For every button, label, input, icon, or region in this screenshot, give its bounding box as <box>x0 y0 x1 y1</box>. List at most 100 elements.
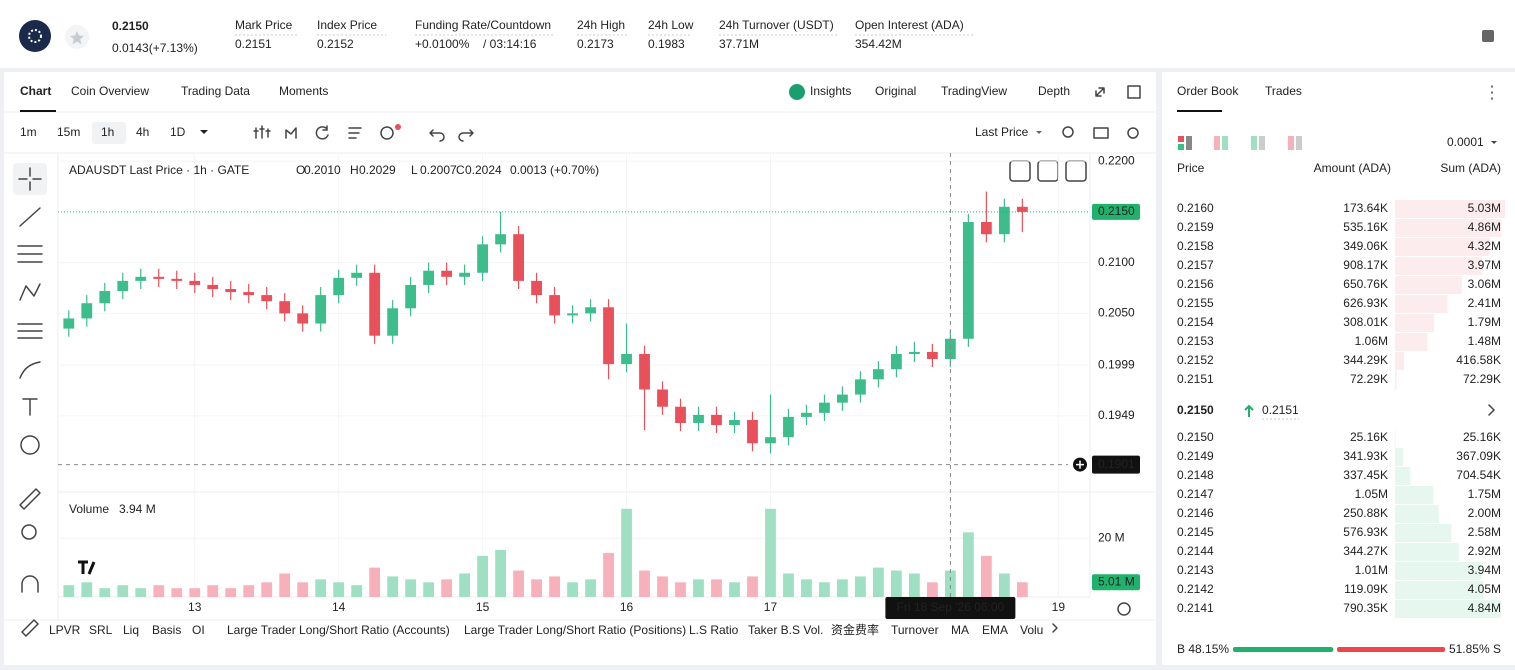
indicator[interactable]: OI <box>192 623 205 637</box>
ob-price: 0.2159 <box>1177 220 1214 234</box>
ob-price: 0.2160 <box>1177 201 1214 215</box>
interval[interactable]: 1D <box>170 125 186 139</box>
chart-tab[interactable]: Moments <box>279 84 328 98</box>
ob-price: 0.2158 <box>1177 239 1214 253</box>
icon-templates[interactable] <box>348 127 362 139</box>
chart-tab[interactable]: Trading Data <box>181 84 250 98</box>
candle-body <box>855 379 866 395</box>
ob-chevron[interactable] <box>1488 404 1495 416</box>
volume-bar <box>621 508 632 597</box>
icon-expand[interactable] <box>1095 87 1105 97</box>
indicator[interactable]: EMA <box>982 623 1008 637</box>
ob-precision[interactable]: 0.0001 <box>1447 135 1484 149</box>
candle-body <box>225 289 237 293</box>
coin-logo-mark <box>28 29 42 43</box>
header-panel <box>0 0 1515 68</box>
ob-amount: 349.06K <box>1343 239 1388 253</box>
tool-projection[interactable] <box>17 323 43 339</box>
tool-magnet[interactable] <box>21 575 39 593</box>
candle-body <box>171 278 183 281</box>
volume-bar <box>657 576 668 597</box>
tool-emoji[interactable] <box>20 435 40 455</box>
ob-buy-ratio: B 48.15% <box>1177 642 1229 656</box>
icon-replay[interactable] <box>315 125 329 140</box>
interval[interactable]: 1h <box>101 125 114 139</box>
ob-price: 0.2147 <box>1177 487 1214 501</box>
icon-settings[interactable] <box>1127 127 1139 139</box>
interval[interactable]: 1m <box>20 125 37 139</box>
icon-indicators[interactable] <box>285 127 297 139</box>
indicator-scroll[interactable] <box>1052 623 1058 633</box>
indicator[interactable]: Basis <box>152 623 181 637</box>
chart-tab[interactable]: Coin Overview <box>71 84 149 98</box>
insights-logo <box>789 84 805 100</box>
depth-bar <box>1395 581 1484 599</box>
indicator[interactable]: SRL <box>89 623 113 637</box>
indicator[interactable]: MA <box>951 623 969 637</box>
tool-crosshair[interactable] <box>18 167 42 191</box>
candle-body <box>387 308 399 336</box>
crosshair-x-tag <box>885 597 1016 619</box>
volume-bar <box>783 573 794 597</box>
ob-tab[interactable]: Trades <box>1265 84 1302 98</box>
indicator[interactable]: Turnover <box>891 623 939 637</box>
ob-view-icons[interactable] <box>1178 136 1302 150</box>
ob-icon <box>1296 136 1302 150</box>
tool-zoom[interactable] <box>21 524 37 540</box>
icon-camera[interactable] <box>1093 127 1109 139</box>
volume-bar <box>855 576 866 597</box>
indicator[interactable]: Liq <box>123 623 139 637</box>
ob-price: 0.2145 <box>1177 525 1214 539</box>
view-tab[interactable]: Insights <box>810 84 851 98</box>
indicator[interactable]: LPVR <box>49 623 81 637</box>
icon-redo[interactable] <box>458 129 474 142</box>
precision-dropdown[interactable] <box>1491 141 1497 144</box>
ob-amount: 650.76K <box>1343 277 1388 291</box>
icon-undo[interactable] <box>429 129 445 142</box>
header-icon[interactable] <box>1482 30 1494 42</box>
interval[interactable]: 4h <box>136 125 149 139</box>
volume-bar <box>459 573 471 597</box>
view-tab[interactable]: TradingView <box>941 84 1007 98</box>
indicator[interactable]: Taker B.S Vol. <box>748 623 823 637</box>
x-tick-label: 19 <box>1052 600 1066 614</box>
indicator[interactable]: L.S Ratio <box>689 623 739 637</box>
ob-amount: 908.17K <box>1343 258 1388 272</box>
view-tab[interactable]: Depth <box>1038 84 1070 98</box>
volume-bar <box>891 570 902 597</box>
interval-dropdown[interactable] <box>200 130 208 134</box>
indicator[interactable]: Volu <box>1020 623 1043 637</box>
chart-tab[interactable]: Chart <box>20 84 51 98</box>
source-dropdown[interactable] <box>1036 131 1042 134</box>
ob-tab[interactable]: Order Book <box>1177 84 1239 98</box>
tool-trendline[interactable] <box>19 207 41 227</box>
volume-bar <box>926 582 938 597</box>
tool-text[interactable] <box>22 398 38 416</box>
view-tab[interactable]: Original <box>875 84 916 98</box>
icon-search[interactable] <box>1062 126 1074 138</box>
candle-body <box>279 301 291 314</box>
legend-value: 0.2007 <box>420 163 457 177</box>
tool-fib[interactable] <box>17 245 43 263</box>
indicator[interactable]: 资金费率 <box>831 622 879 637</box>
ob-column: Price <box>1177 161 1205 175</box>
indicator[interactable]: Large Trader Long/Short Ratio (Accounts) <box>227 623 450 637</box>
depth-bar <box>1395 562 1482 580</box>
price-source[interactable]: Last Price <box>975 125 1029 139</box>
y-tick-label: 0.2200 <box>1098 153 1135 167</box>
icon-window[interactable] <box>1127 85 1141 99</box>
icon-add[interactable] <box>380 126 394 140</box>
ob-column: Sum (ADA) <box>1440 161 1501 175</box>
candle-body <box>63 318 75 329</box>
candle-body <box>657 389 668 407</box>
axis-settings[interactable] <box>1117 602 1131 616</box>
tool-pencil[interactable] <box>21 619 39 637</box>
tool-pattern[interactable] <box>19 283 41 301</box>
ob-amount: 250.88K <box>1343 506 1388 520</box>
interval[interactable]: 15m <box>57 125 80 139</box>
tool-brush[interactable] <box>19 361 41 379</box>
x-tick-label: 13 <box>188 600 202 614</box>
icon-candles[interactable] <box>253 125 271 139</box>
indicator[interactable]: Large Trader Long/Short Ratio (Positions… <box>464 623 686 637</box>
tool-ruler[interactable] <box>19 488 41 510</box>
